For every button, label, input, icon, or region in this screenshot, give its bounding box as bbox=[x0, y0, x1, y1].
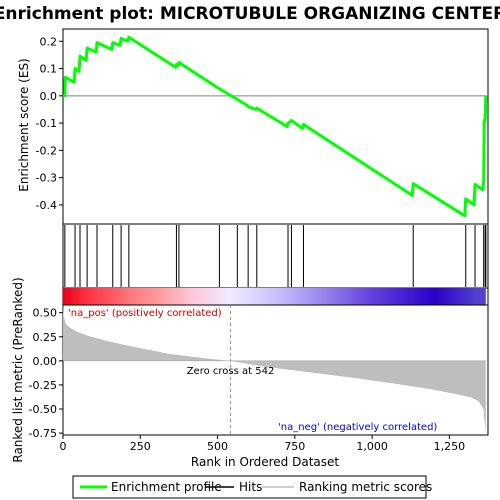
hits-plot-area bbox=[62, 223, 489, 289]
enrichment-profile-line bbox=[63, 35, 488, 218]
rank-metric-panel: 0.50 0.25 0.00 -0.25 -0.50 -0.75 0 250 500 750 1,… bbox=[11, 277, 489, 469]
zero-cross-label: Zero cross at 542 bbox=[187, 366, 275, 377]
es-ytick-label: -0.4 bbox=[36, 199, 57, 212]
rank-color-bar bbox=[62, 287, 489, 306]
rank-xlabel: Rank in Ordered Dataset bbox=[191, 455, 339, 469]
rank-ytick-label: 0.50 bbox=[33, 307, 58, 320]
rank-xtick-label: 1,250 bbox=[434, 440, 466, 453]
rank-xtick-label: 250 bbox=[130, 440, 151, 453]
es-panel: 0.2 0.1 0.0 -0.1 -0.2 -0.3 -0.4 Enrichment sco… bbox=[17, 28, 489, 225]
ranking-metric-area bbox=[63, 305, 486, 434]
legend-label-ranking-metric: Ranking metric scores bbox=[299, 480, 432, 494]
rank-xtick-label: 1,000 bbox=[356, 440, 388, 453]
legend-label-hits: Hits bbox=[239, 480, 262, 494]
es-ytick-label: -0.1 bbox=[36, 117, 57, 130]
es-plot-area bbox=[62, 28, 489, 225]
legend: Enrichment profile Hits Ranking metric sco… bbox=[72, 475, 432, 499]
chart-title: Enrichment plot: MICROTUBULE ORGANIZING … bbox=[0, 4, 500, 24]
positive-correlation-label: 'na_pos' (positively correlated) bbox=[68, 308, 222, 319]
rank-ytick-label: 0.00 bbox=[33, 355, 58, 368]
es-ytick-label: -0.3 bbox=[36, 172, 57, 185]
rank-xtick-label: 0 bbox=[60, 440, 67, 453]
rank-xtick-label: 750 bbox=[284, 440, 305, 453]
rank-ytick-label: -0.75 bbox=[29, 427, 57, 440]
negative-correlation-label: 'na_neg' (negatively correlated) bbox=[278, 422, 437, 433]
es-ytick-label: -0.2 bbox=[36, 144, 57, 157]
es-ytick-label: 0.2 bbox=[40, 35, 58, 48]
es-ytick-label: 0.0 bbox=[40, 90, 58, 103]
rank-ytick-label: -0.25 bbox=[29, 379, 57, 392]
rank-ylabel: Ranked list metric (PreRanked) bbox=[11, 277, 25, 462]
es-ylabel: Enrichment score (ES) bbox=[17, 58, 31, 191]
rank-ytick-label: 0.25 bbox=[33, 331, 58, 344]
legend-box bbox=[72, 475, 427, 499]
es-ytick-label: 0.1 bbox=[40, 63, 58, 76]
legend-label-enrichment-profile: Enrichment profile bbox=[111, 480, 222, 494]
hits-panel bbox=[62, 223, 489, 289]
rank-ytick-label: -0.50 bbox=[29, 403, 57, 416]
rank-xtick-label: 500 bbox=[207, 440, 228, 453]
color-bar-gradient bbox=[63, 288, 486, 305]
